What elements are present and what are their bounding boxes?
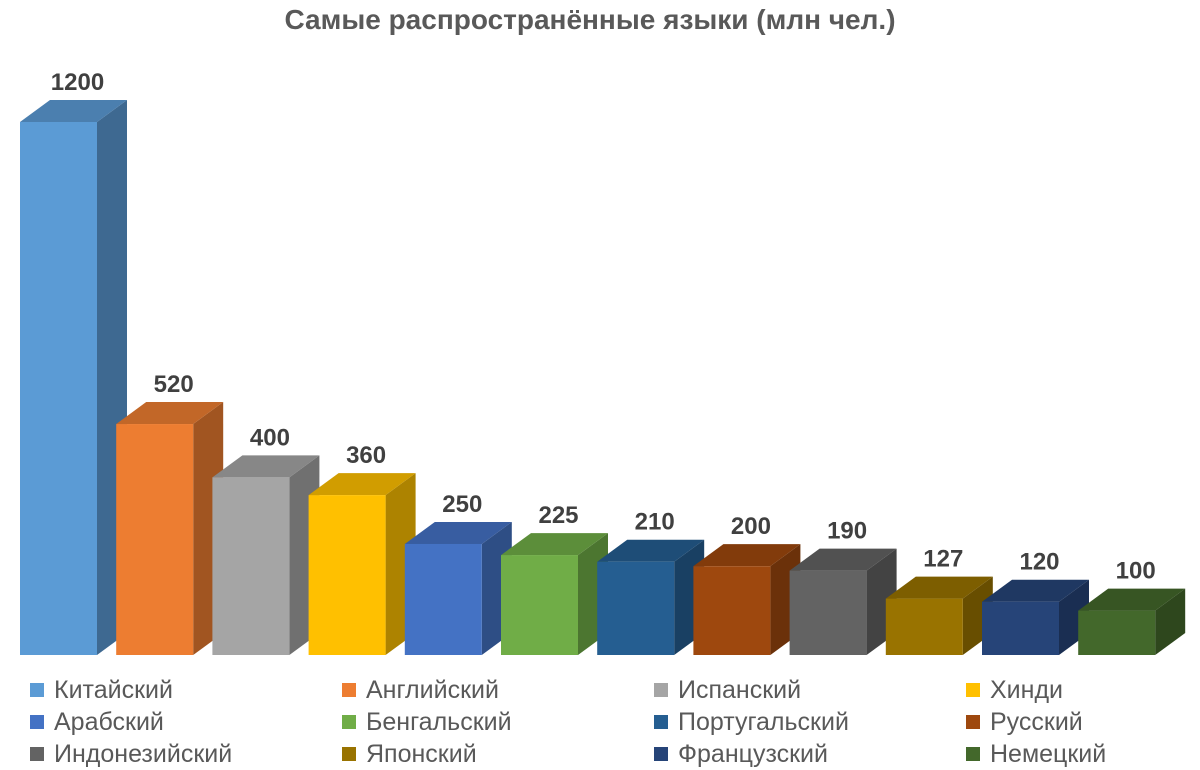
bar-top [597, 539, 705, 562]
legend-label: Арабский [54, 707, 164, 736]
legend-item: Японский [342, 740, 654, 769]
legend-row: Китайский Английский Испанский Хинди [30, 674, 1190, 706]
legend-item: Немецкий [966, 740, 1166, 769]
legend-swatch [966, 715, 980, 729]
data-label: 250 [442, 491, 482, 518]
data-label: 210 [635, 509, 675, 536]
legend: Китайский Английский Испанский Хинди Арабски… [30, 674, 1190, 770]
legend-item: Китайский [30, 676, 342, 705]
bar-top [212, 455, 320, 478]
bar-top [308, 473, 416, 496]
legend-swatch [654, 747, 668, 761]
bar-top [20, 100, 127, 122]
bar-front [597, 561, 675, 655]
legend-swatch [966, 747, 980, 761]
legend-label: Китайский [54, 675, 173, 704]
legend-label: Немецкий [990, 739, 1107, 768]
bar-10 [885, 576, 993, 655]
legend-item: Португальский [654, 708, 966, 737]
bar-12 [1078, 588, 1186, 655]
data-label: 1200 [51, 69, 104, 96]
legend-item: Французский [654, 740, 966, 769]
data-label: 100 [1116, 558, 1156, 585]
bar-9 [789, 548, 897, 655]
legend-item: Арабский [30, 708, 342, 737]
legend-swatch [342, 747, 356, 761]
legend-item: Бенгальский [342, 708, 654, 737]
bar-top [693, 544, 801, 567]
bar-front [116, 424, 194, 655]
legend-item: Испанский [654, 676, 966, 705]
bar-top [885, 576, 993, 599]
legend-label: Английский [366, 675, 499, 704]
chart-title: Самые распространённые языки (млн чел.) [284, 4, 896, 35]
bar-top [982, 579, 1089, 602]
chart-plot: 1200 520 400 360 250 225 210 200 190 127 120 100 [20, 69, 1186, 655]
legend-item: Индонезийский [30, 740, 342, 769]
data-label: 200 [731, 513, 771, 540]
bar-top [1078, 588, 1186, 611]
bar-front [404, 543, 482, 655]
data-label: 127 [923, 546, 963, 573]
data-label: 120 [1019, 549, 1059, 576]
legend-swatch [30, 715, 44, 729]
bar-front [212, 477, 290, 655]
legend-swatch [30, 683, 44, 697]
bar-6 [501, 533, 608, 655]
legend-swatch [966, 683, 980, 697]
bar-top [404, 521, 512, 544]
legend-swatch [30, 747, 44, 761]
legend-row: Индонезийский Японский Французский Немецкий [30, 738, 1190, 770]
legend-label: Французский [678, 739, 828, 768]
bar-1 [20, 100, 127, 655]
bar-front [501, 555, 578, 655]
legend-label: Русский [990, 707, 1083, 736]
bar-front [1078, 610, 1156, 655]
bar-front [20, 122, 97, 655]
legend-label: Японский [366, 739, 477, 768]
bar-front [693, 566, 771, 655]
legend-label: Португальский [678, 707, 849, 736]
bar-front [789, 570, 867, 655]
bar-2 [116, 402, 224, 655]
data-label: 225 [538, 502, 578, 529]
bar-front [982, 601, 1059, 655]
legend-label: Индонезийский [54, 739, 233, 768]
legend-swatch [342, 715, 356, 729]
bar-front [308, 495, 386, 655]
legend-item: Хинди [966, 676, 1166, 705]
legend-label: Бенгальский [366, 707, 512, 736]
bar-top [116, 402, 224, 425]
legend-item: Английский [342, 676, 654, 705]
legend-swatch [654, 715, 668, 729]
legend-label: Испанский [678, 675, 802, 704]
legend-item: Русский [966, 708, 1166, 737]
bar-11 [982, 579, 1089, 655]
legend-label: Хинди [990, 675, 1063, 704]
data-label: 520 [154, 371, 194, 398]
data-label: 400 [250, 424, 290, 451]
bar-side [1155, 588, 1186, 655]
bar-top [789, 548, 897, 571]
bar-front [885, 598, 963, 655]
bar-7 [597, 539, 705, 655]
bar-5 [404, 521, 512, 655]
bar-3 [212, 455, 320, 655]
bar-top [501, 533, 608, 556]
bar-8 [693, 544, 801, 655]
data-label: 190 [827, 518, 867, 545]
legend-swatch [654, 683, 668, 697]
legend-row: Арабский Бенгальский Португальский Русский [30, 706, 1190, 738]
data-label: 360 [346, 442, 386, 469]
bar-4 [308, 473, 416, 655]
legend-swatch [342, 683, 356, 697]
